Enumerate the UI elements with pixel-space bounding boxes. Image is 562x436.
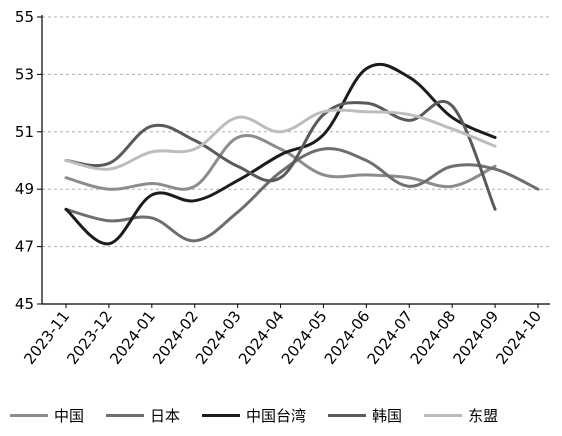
series-line-2 <box>64 62 497 246</box>
legend-label: 韩国 <box>372 407 403 425</box>
legend-label: 中国 <box>54 407 85 425</box>
x-tick-label: 2024-10 <box>492 307 545 367</box>
y-tick-label: 55 <box>15 8 34 26</box>
line-chart: 45 47 49 51 53 55 2023-112023-122024-012024-0… <box>15 8 550 368</box>
legend-swatch <box>424 414 463 417</box>
y-tick-label: 53 <box>15 65 34 83</box>
series-line-3 <box>64 99 497 211</box>
legend-swatch <box>10 414 48 417</box>
legend-label: 日本 <box>150 407 181 425</box>
legend-swatch <box>106 414 145 417</box>
y-tick-label: 47 <box>15 238 34 256</box>
legend-item: 东盟 <box>424 405 498 426</box>
legend-item: 韩国 <box>328 405 402 426</box>
axes <box>41 15 550 305</box>
series-line-4 <box>64 108 497 171</box>
x-tick-labels: 2023-112023-122024-012024-022024-032024-… <box>20 304 545 368</box>
y-tick-labels: 45 47 49 51 53 55 <box>15 8 42 313</box>
series-lines <box>64 62 540 246</box>
legend-item: 中国台湾 <box>202 405 306 426</box>
y-tick-label: 51 <box>15 123 34 141</box>
legend-item: 日本 <box>106 405 180 426</box>
gridlines <box>42 16 550 248</box>
legend-swatch <box>202 414 241 417</box>
series-line-1 <box>64 147 540 243</box>
y-tick-label: 45 <box>15 295 34 313</box>
y-tick-label: 49 <box>15 180 34 198</box>
legend-item: 中国 <box>10 405 84 426</box>
series-line-0 <box>64 134 497 191</box>
legend-label: 中国台湾 <box>246 407 307 425</box>
legend-label: 东盟 <box>468 407 499 425</box>
legend: 中国 日本 中国台湾 韩国 东盟 <box>10 405 520 426</box>
legend-swatch <box>328 414 367 417</box>
